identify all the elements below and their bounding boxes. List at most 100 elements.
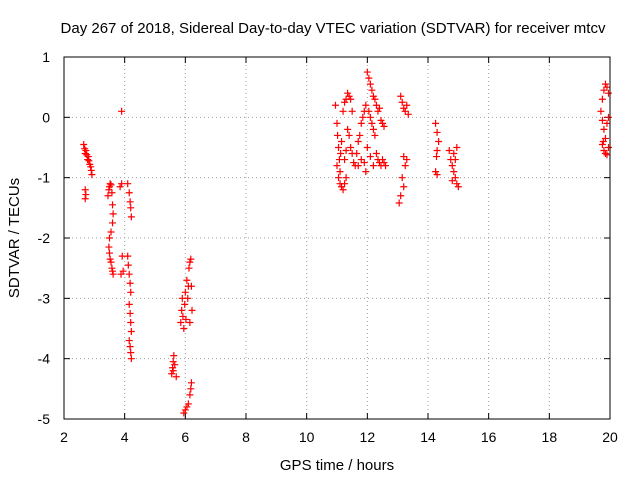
x-tick-label: 14: [420, 429, 436, 445]
data-point: [601, 80, 609, 88]
data-point: [380, 159, 388, 167]
data-point: [403, 156, 411, 164]
data-point: [81, 195, 89, 203]
data-point: [341, 98, 349, 106]
data-point: [109, 201, 117, 209]
data-point: [598, 116, 606, 124]
data-point: [104, 192, 112, 200]
data-point: [601, 150, 609, 158]
data-point: [333, 119, 341, 127]
data-point: [187, 379, 195, 387]
x-tick-label: 10: [299, 429, 315, 445]
data-point: [344, 125, 352, 133]
data-point: [338, 183, 346, 191]
data-point: [87, 166, 95, 174]
data-point: [371, 131, 379, 139]
data-point: [603, 119, 611, 127]
data-point: [432, 119, 440, 127]
data-point: [127, 355, 135, 363]
data-point: [448, 162, 456, 170]
data-point: [433, 128, 441, 136]
data-point: [597, 107, 605, 115]
data-point: [107, 258, 115, 266]
data-point: [109, 219, 117, 227]
data-point: [598, 140, 606, 148]
data-point: [397, 192, 405, 200]
data-point: [187, 282, 195, 290]
data-point: [185, 264, 193, 272]
data-point: [397, 92, 405, 100]
data-point: [126, 343, 134, 351]
data-point: [118, 180, 126, 188]
data-point: [453, 180, 461, 188]
data-point: [450, 150, 458, 158]
data-point: [186, 258, 194, 266]
data-point: [106, 249, 113, 257]
data-point: [342, 147, 350, 155]
data-point: [80, 140, 88, 148]
data-point: [127, 318, 135, 326]
y-axis-label: SDTVAR / TECUs: [6, 178, 23, 298]
data-point: [365, 107, 373, 115]
data-point: [171, 361, 179, 369]
data-point: [109, 270, 117, 278]
data-point: [604, 113, 612, 121]
data-point: [363, 68, 371, 76]
data-point: [382, 162, 390, 170]
data-point: [169, 358, 177, 366]
data-point: [598, 95, 606, 103]
x-tick-label: 6: [181, 429, 189, 445]
data-point: [398, 98, 406, 106]
data-point: [82, 191, 90, 199]
data-point: [344, 89, 352, 97]
data-point: [342, 174, 350, 182]
data-point: [600, 125, 608, 133]
data-point: [183, 276, 191, 284]
data-point: [168, 370, 176, 378]
data-point: [331, 101, 339, 109]
data-point: [117, 270, 125, 278]
data-point: [401, 162, 409, 170]
data-point: [359, 113, 367, 121]
data-point: [127, 349, 135, 357]
data-point: [363, 144, 371, 151]
data-point: [109, 267, 117, 275]
data-point: [341, 180, 349, 188]
data-point: [177, 318, 185, 326]
data-point: [181, 288, 189, 296]
x-tick-label: 12: [360, 429, 376, 445]
x-tick-label: 18: [542, 429, 558, 445]
data-point: [348, 107, 356, 115]
data-point: [84, 153, 92, 161]
data-point: [603, 151, 611, 159]
data-point: [350, 159, 358, 167]
data-point: [333, 162, 341, 170]
data-point: [395, 199, 403, 207]
data-point: [124, 252, 132, 260]
data-point: [106, 180, 114, 188]
data-point: [186, 391, 194, 399]
data-point: [187, 385, 195, 393]
data-point: [184, 400, 192, 408]
data-point: [125, 300, 133, 308]
data-point: [188, 306, 196, 314]
y-tick-label: 0: [42, 109, 50, 125]
x-tick-label: 8: [242, 429, 250, 445]
data-point: [180, 409, 188, 417]
data-point: [84, 156, 92, 164]
data-point: [454, 183, 462, 191]
data-point: [377, 116, 385, 124]
data-point: [88, 171, 96, 179]
y-tick-label: -5: [38, 411, 51, 427]
data-point: [375, 104, 383, 112]
x-tick-label: 20: [602, 429, 618, 445]
data-point: [81, 150, 89, 158]
data-point: [127, 213, 135, 221]
x-tick-label: 2: [60, 429, 68, 445]
y-tick-label: 1: [42, 49, 50, 65]
x-tick-label: 16: [481, 429, 497, 445]
data-point: [347, 144, 355, 151]
data-point: [372, 101, 380, 109]
y-tick-label: -1: [38, 170, 51, 186]
data-point: [433, 171, 441, 179]
